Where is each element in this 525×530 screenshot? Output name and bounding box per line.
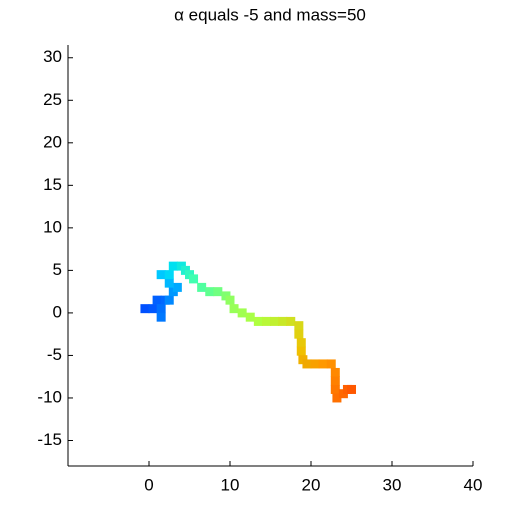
marker [156, 312, 166, 322]
marker [205, 287, 215, 297]
x-tick-label: 10 [221, 475, 240, 494]
marker [164, 270, 174, 280]
marker [156, 304, 166, 314]
y-tick-label: -10 [37, 387, 62, 406]
y-tick-label: 20 [43, 132, 62, 151]
marker [330, 367, 340, 377]
marker [296, 346, 306, 356]
marker [294, 329, 304, 339]
marker [237, 308, 247, 318]
y-tick-label: 0 [53, 302, 62, 321]
marker [253, 316, 263, 326]
marker [148, 304, 158, 314]
marker [286, 316, 296, 326]
marker [168, 261, 178, 271]
marker [294, 321, 304, 331]
marker [278, 316, 288, 326]
marker [189, 274, 199, 284]
marker [156, 270, 166, 280]
marker [330, 376, 340, 386]
marker [302, 359, 312, 369]
y-tick-label: 5 [53, 260, 62, 279]
marker [225, 295, 235, 305]
marker [347, 384, 356, 394]
y-tick-label: 25 [43, 90, 62, 109]
x-tick-label: 0 [144, 475, 153, 494]
chart-title: α equals -5 and mass=50 [174, 5, 366, 24]
marker [330, 384, 340, 394]
marker [172, 282, 182, 292]
marker [152, 295, 162, 305]
x-tick-label: 40 [464, 475, 483, 494]
y-tick-label: 10 [43, 217, 62, 236]
marker [164, 278, 174, 288]
x-tick-label: 30 [383, 475, 402, 494]
y-tick-label: 30 [43, 47, 62, 66]
marker [197, 282, 207, 292]
marker [261, 316, 271, 326]
marker [296, 338, 306, 348]
y-tick-label: 15 [43, 175, 62, 194]
marker [213, 287, 223, 297]
y-tick-label: -15 [37, 430, 62, 449]
marker [270, 316, 280, 326]
marker [164, 295, 174, 305]
marker [245, 312, 255, 322]
marker [229, 304, 239, 314]
x-tick-label: 20 [302, 475, 321, 494]
marker [326, 359, 336, 369]
marker [318, 359, 328, 369]
y-tick-label: -5 [47, 345, 62, 364]
marker [140, 304, 150, 314]
marker [332, 393, 342, 403]
marker [310, 359, 320, 369]
